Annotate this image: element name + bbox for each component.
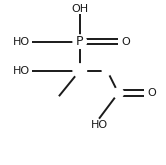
Ellipse shape — [73, 64, 86, 77]
Text: OH: OH — [71, 4, 88, 14]
Ellipse shape — [102, 66, 112, 75]
Ellipse shape — [113, 88, 124, 98]
Ellipse shape — [73, 35, 86, 48]
Text: HO: HO — [13, 66, 30, 76]
Text: P: P — [76, 35, 83, 48]
Text: O: O — [122, 37, 130, 47]
Text: HO: HO — [90, 120, 108, 130]
Text: O: O — [147, 88, 156, 98]
Text: HO: HO — [13, 37, 30, 47]
